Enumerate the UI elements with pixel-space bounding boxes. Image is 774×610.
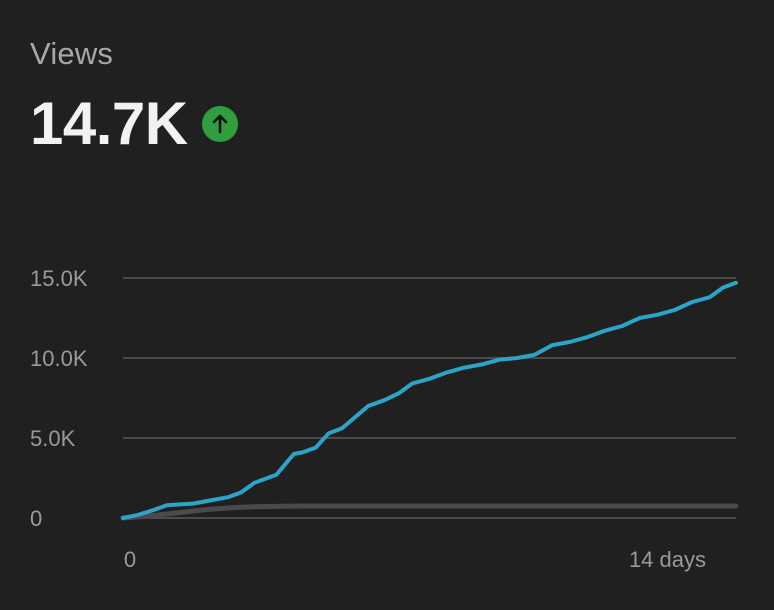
y-tick-label: 0 bbox=[30, 506, 42, 531]
x-tick-label: 14 days bbox=[629, 547, 706, 572]
metric-value: 14.7K bbox=[30, 90, 188, 157]
x-tick-label: 0 bbox=[124, 547, 136, 572]
x-axis-labels: 0 14 days bbox=[124, 547, 706, 572]
series-layer bbox=[120, 280, 739, 521]
y-tick-label: 15.0K bbox=[30, 266, 88, 291]
y-axis-labels: 0 5.0K 10.0K 15.0K bbox=[30, 266, 88, 531]
y-tick-label: 10.0K bbox=[30, 346, 88, 371]
metric-summary: 14.7K bbox=[30, 94, 238, 154]
arrow-up-icon bbox=[201, 106, 238, 142]
grid-layer bbox=[123, 277, 736, 519]
views-series-line bbox=[121, 280, 738, 520]
typical-views-series-line bbox=[120, 503, 739, 521]
y-tick-label: 5.0K bbox=[30, 426, 76, 451]
metric-title: Views bbox=[30, 36, 114, 71]
